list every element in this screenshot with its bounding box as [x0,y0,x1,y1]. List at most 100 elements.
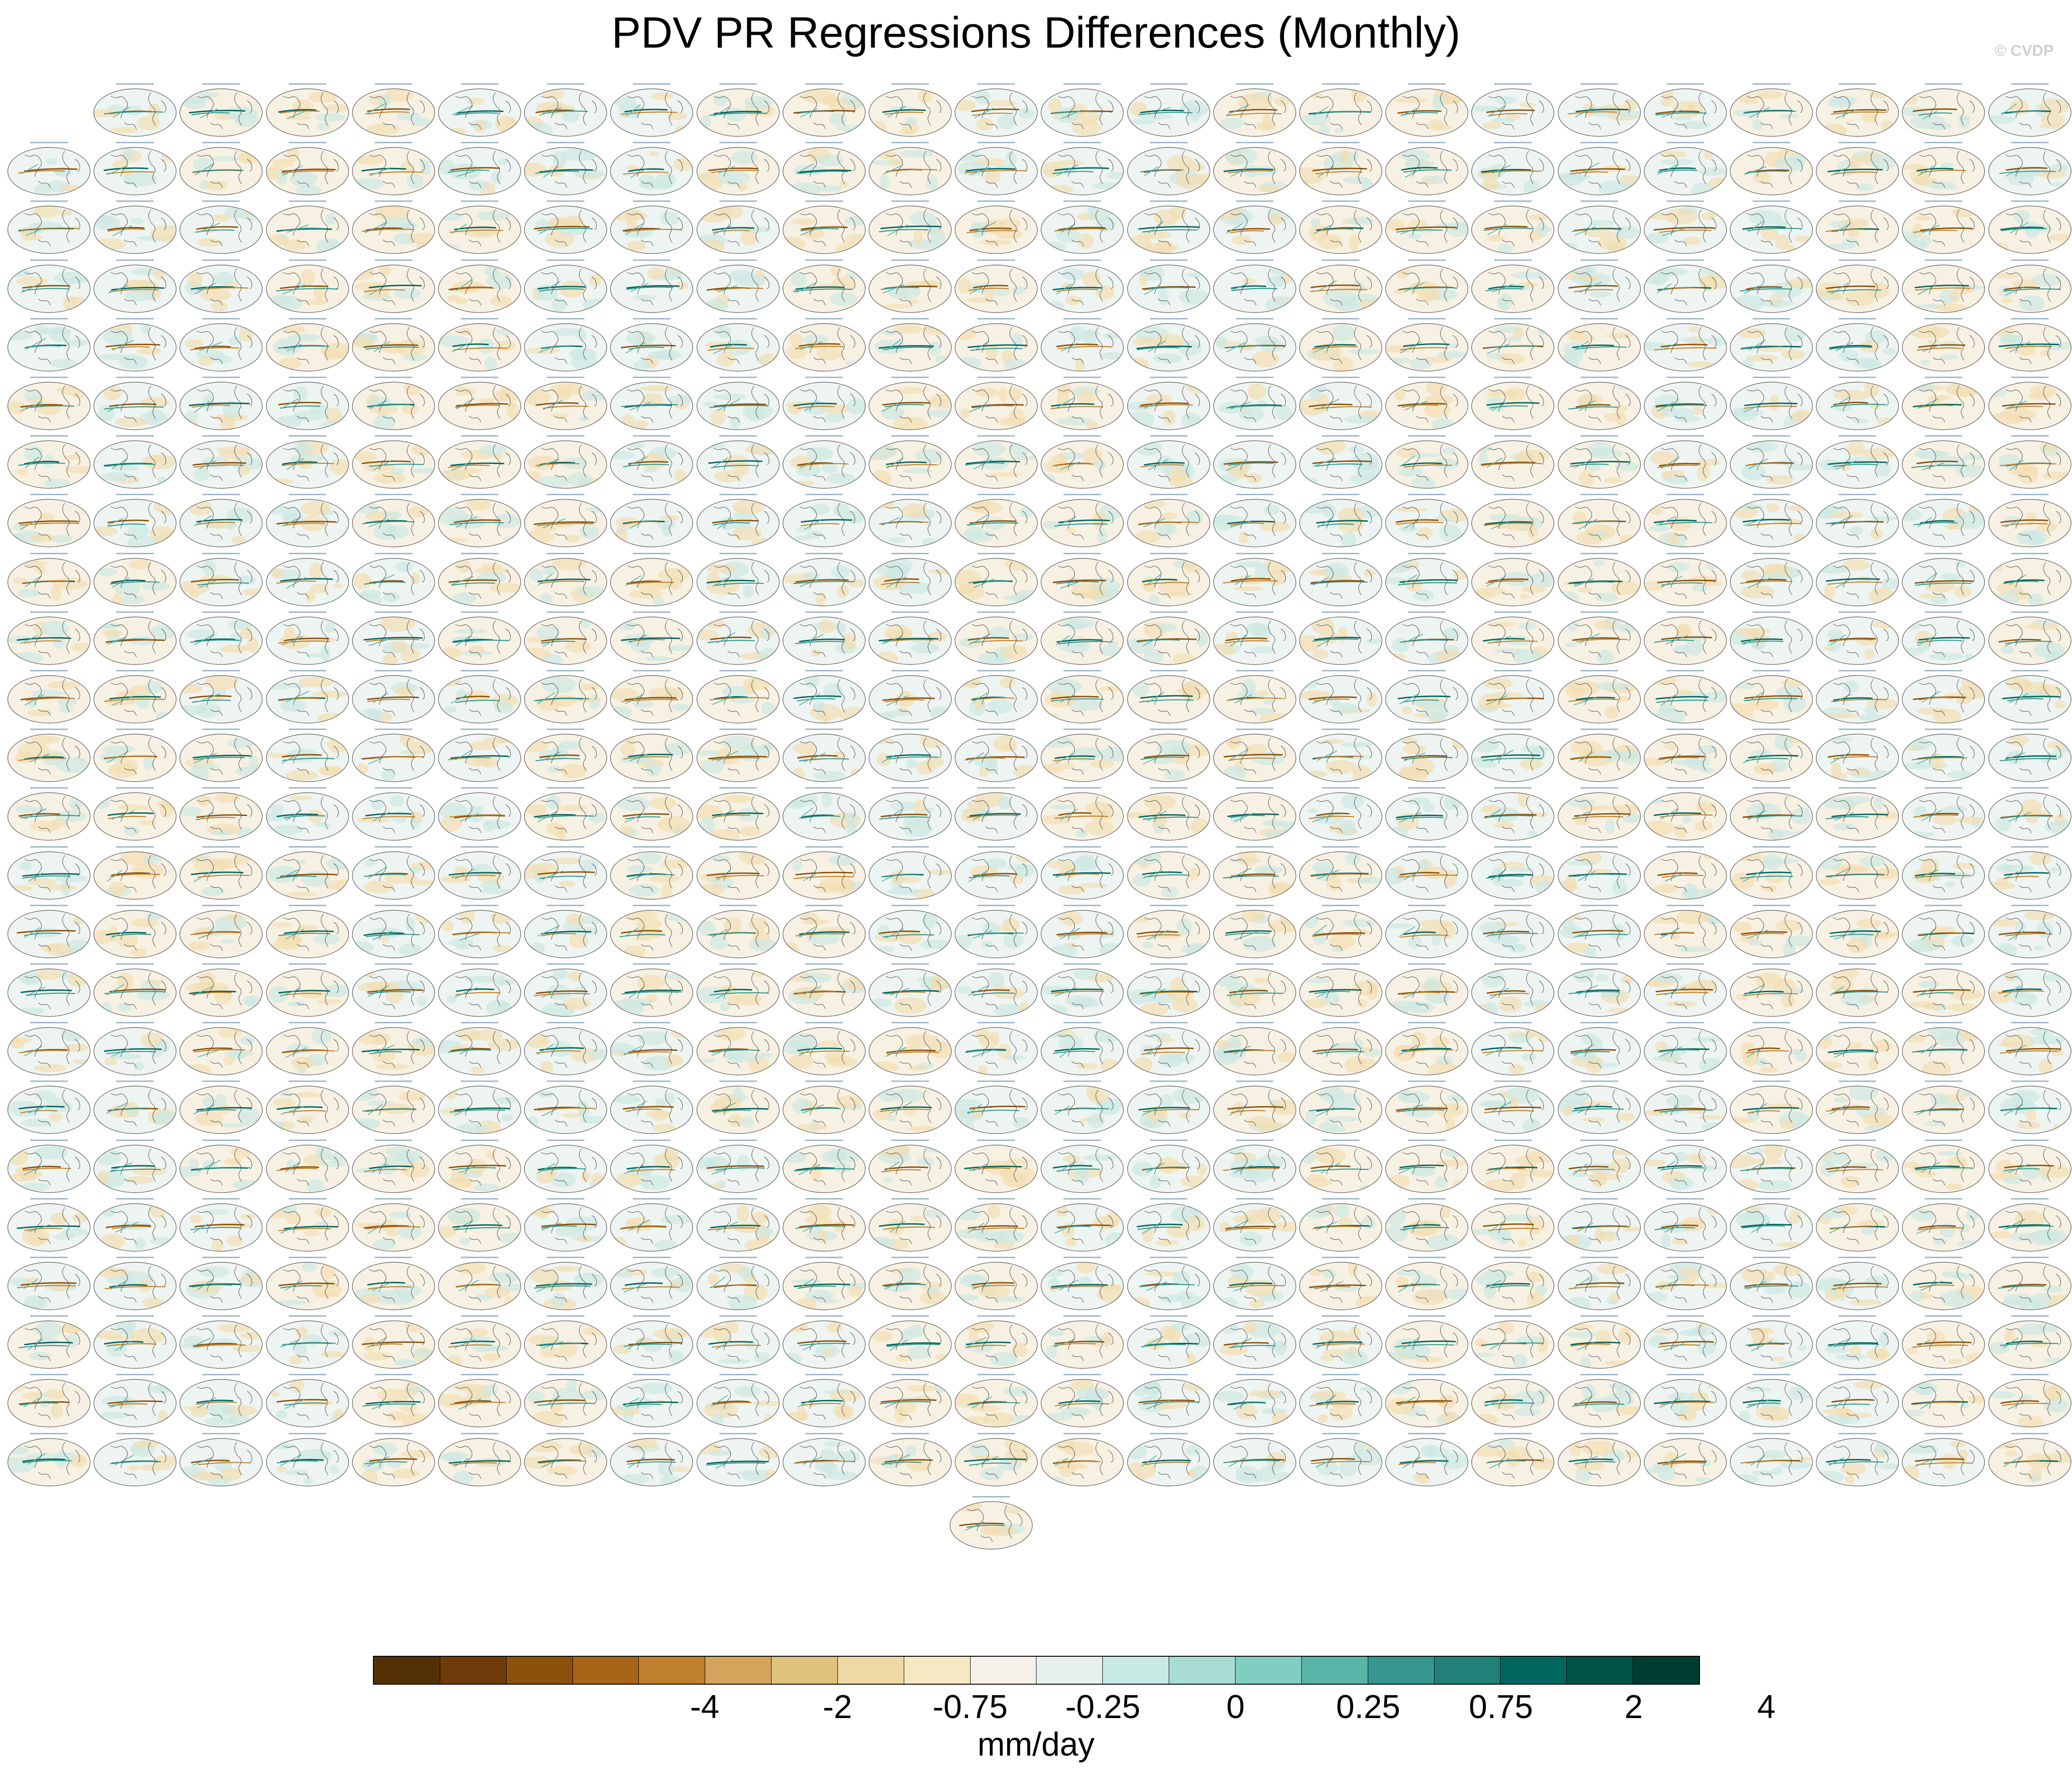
map-panel [1384,1373,1469,1429]
map-panel [265,1080,350,1135]
map-panel [1126,82,1211,138]
map-panel [437,317,522,373]
map-panel [178,200,264,255]
map-panel [1729,259,1814,314]
map-panel [1643,845,1728,901]
map-panel [1729,669,1814,725]
map-panel [1729,376,1814,432]
map-panel [1557,141,1642,197]
map-panel [1815,1314,1900,1370]
map-panel [1040,904,1125,960]
map-panel [1384,434,1469,490]
map-panel [265,141,350,197]
map-panel [1557,376,1642,432]
map-panel [437,1314,522,1370]
map-panel [1040,376,1125,432]
map-panel [1212,845,1297,901]
map-panel [1040,552,1125,608]
map-panel [1470,376,1555,432]
map-panel [1901,493,1986,549]
map-panel [265,376,350,432]
map-panel [1557,904,1642,960]
map-panel [6,845,92,901]
map-panel [1815,786,1900,842]
map-panel [523,1197,608,1253]
map-panel [868,259,953,314]
map-panel [6,552,92,608]
map-panel [1815,904,1900,960]
map-panel [696,1021,781,1077]
map-panel [1384,786,1469,842]
map-panel [178,1080,264,1135]
map-panel [92,82,178,138]
map-panel [782,611,867,666]
map-panel [1557,552,1642,608]
map-panel [437,141,522,197]
map-panel [1643,1314,1728,1370]
map-panel [954,962,1039,1018]
map-panel [868,845,953,901]
map-panel [868,669,953,725]
map-panel [609,434,694,490]
map-panel [265,962,350,1018]
map-panel [1212,1256,1297,1312]
map-panel [1384,1314,1469,1370]
map-panel [609,786,694,842]
map-panel [1298,317,1383,373]
map-panel [1901,259,1986,314]
map-panel [1040,962,1125,1018]
map-panel [1384,1080,1469,1135]
colorbar-tick-label: -0.75 [932,1689,1008,1725]
colorbar-box-19 [1633,1657,1699,1684]
map-panel [1126,1021,1211,1077]
map-panel [1987,141,2072,197]
map-panel [1040,1432,1125,1488]
map-panel [265,200,350,255]
map-panel [1384,493,1469,549]
map-panel [1040,200,1125,255]
colorbar-tick-label: 2 [1624,1689,1643,1725]
map-panel [437,669,522,725]
map-panel [954,141,1039,197]
map-panel [609,611,694,666]
map-panel [782,493,867,549]
map-panel [1901,552,1986,608]
map-panel [1987,669,2072,725]
map-panel [178,1197,264,1253]
map-panel [1557,82,1642,138]
map-panel [1212,1021,1297,1077]
map-panel [265,1021,350,1077]
map-panel [92,552,178,608]
map-panel [1815,1256,1900,1312]
map-panel [6,317,92,373]
map-panel [1298,1080,1383,1135]
map-panel [1557,1021,1642,1077]
map-panel [1470,1080,1555,1135]
map-panel [1212,493,1297,549]
map-panel [178,611,264,666]
colorbar-tick-label: 4 [1757,1689,1776,1725]
map-panel [523,1256,608,1312]
map-panel [1384,82,1469,138]
map-panel [782,1256,867,1312]
map-panel [1987,845,2072,901]
map-panel [437,434,522,490]
map-panel [1126,317,1211,373]
map-panel [1901,1314,1986,1370]
map-panel [351,1021,436,1077]
map-panel [6,1432,92,1488]
map-panel [92,1197,178,1253]
map-panel [1470,82,1555,138]
map-panel [782,845,867,901]
map-panel [1040,82,1125,138]
map-panel [696,786,781,842]
map-panel [1643,200,1728,255]
map-panel [6,786,92,842]
map-panel [1040,1314,1125,1370]
colorbar-units-label: mm/day [977,1726,1095,1763]
map-panel [609,904,694,960]
map-panel [868,1197,953,1253]
map-panel [782,376,867,432]
map-panel [1298,200,1383,255]
map-panel [1643,962,1728,1018]
